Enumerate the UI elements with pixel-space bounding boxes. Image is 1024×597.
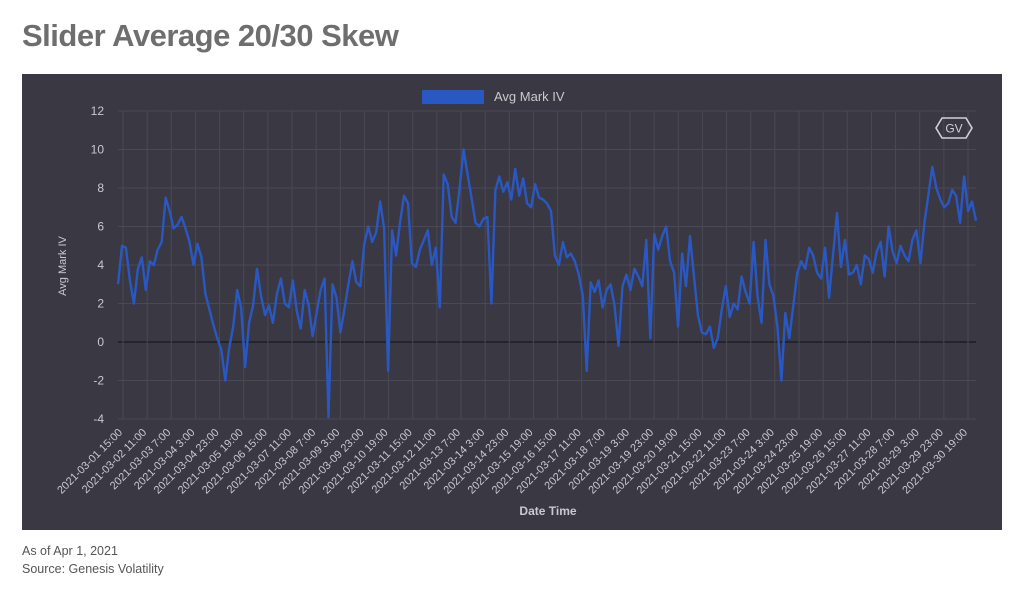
gv-logo-text: GV [945, 122, 962, 136]
x-axis-label: Date Time [519, 504, 576, 518]
footer: As of Apr 1, 2021 Source: Genesis Volati… [22, 542, 164, 578]
y-tick-label: 8 [97, 181, 104, 195]
series-line-avg-mark-iv [116, 148, 978, 419]
y-axis-label: Avg Mark IV [57, 235, 69, 295]
grid-lines [118, 110, 976, 420]
y-tick-label: 12 [91, 104, 105, 118]
series-layer [116, 148, 978, 419]
y-tick-label: -2 [93, 374, 104, 388]
gv-logo: GV [935, 117, 973, 139]
y-tick-label: 2 [97, 297, 104, 311]
y-tick-label: 10 [91, 143, 105, 157]
legend-label[interactable]: Avg Mark IV [494, 89, 565, 104]
y-tick-label: 4 [97, 258, 104, 272]
y-tick-label: 6 [97, 220, 104, 234]
legend-swatch [422, 90, 484, 104]
y-tick-label: -4 [93, 412, 104, 426]
chart-panel: -4 -2 0 2 4 6 8 10 12 2021-03-01 15:00 2021-03-02… [22, 74, 1002, 530]
y-tick-label: 0 [97, 335, 104, 349]
source-note: Source: Genesis Volatility [22, 562, 164, 576]
gv-logo-hexagon [935, 117, 973, 139]
legend[interactable]: Avg Mark IV [422, 89, 565, 104]
as-of-date: As of Apr 1, 2021 [22, 544, 118, 558]
y-axis-ticks: -4 -2 0 2 4 6 8 10 12 [91, 104, 105, 426]
line-chart: -4 -2 0 2 4 6 8 10 12 2021-03-01 15:002021-03-02… [55, 89, 978, 518]
page-title: Slider Average 20/30 Skew [22, 18, 399, 53]
